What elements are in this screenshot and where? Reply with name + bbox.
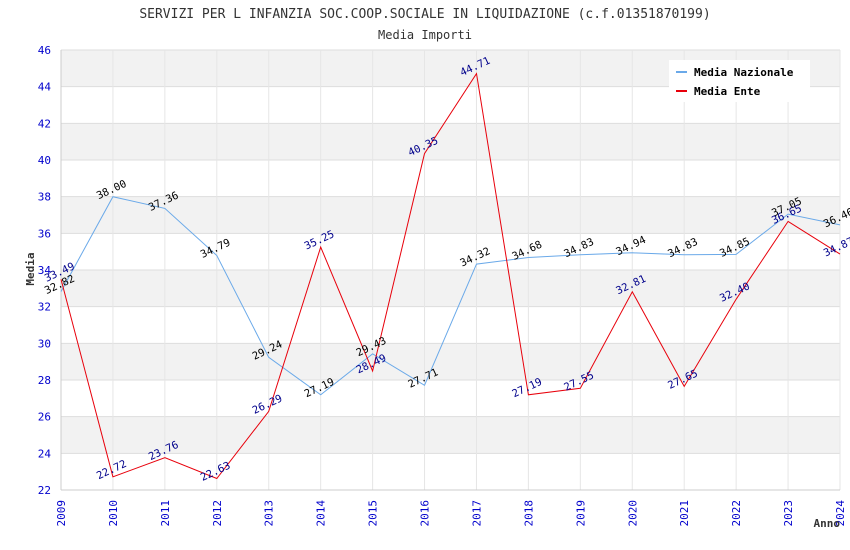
chart-subtitle: Media Importi [378,28,472,42]
x-tick-label: 2020 [626,500,639,527]
legend-label: Media Ente [694,85,761,98]
legend-label: Media Nazionale [694,66,794,79]
y-tick-label: 36 [38,227,51,240]
data-label: 22.72 [95,458,129,482]
y-tick-label: 28 [38,374,51,387]
y-tick-label: 34 [38,264,52,277]
x-tick-label: 2013 [263,500,276,527]
plot-band [61,416,840,454]
plot-band [61,343,840,380]
y-tick-label: 42 [38,117,51,130]
data-label: 34.85 [718,236,752,260]
data-label: 34.87 [822,235,850,259]
x-tick-label: 2018 [522,500,535,527]
y-tick-label: 24 [38,447,52,460]
data-label: 34.94 [614,234,648,258]
data-label: 22.63 [199,460,233,484]
x-tick-label: 2016 [419,500,432,527]
x-tick-label: 2009 [55,500,68,527]
y-tick-label: 40 [38,154,51,167]
series-line [60,72,841,480]
x-tick-label: 2014 [315,500,328,527]
x-tick-label: 2015 [367,500,380,527]
x-tick-labels: 2009 2010 2011 2012 2013 2014 2015 2016 2017 2018… [55,500,847,527]
y-tick-label: 30 [38,337,51,350]
x-tick-label: 2012 [211,500,224,527]
x-tick-label: 2023 [782,500,795,527]
chart-title: SERVIZI PER L INFANZIA SOC.COOP.SOCIALE … [139,7,710,22]
y-tick-label: 26 [38,411,51,424]
y-tick-label: 44 [38,81,52,94]
plot-band [61,123,840,160]
x-tick-label: 2021 [678,500,691,527]
plot-band [61,196,840,234]
data-label: 34.68 [510,239,544,263]
data-label: 34.83 [666,236,700,260]
x-tick-label: 2022 [730,500,743,527]
series-lines [60,72,841,480]
y-tick-label: 46 [38,44,51,57]
x-tick-label: 2019 [574,500,587,527]
x-tick-label: 2011 [159,500,172,527]
x-tick-label: 2017 [470,500,483,527]
axes [60,50,840,491]
x-tick-label: 2010 [107,500,120,527]
y-tick-label: 38 [38,191,51,204]
data-label: 34.79 [199,237,233,261]
data-label: 34.83 [562,236,596,260]
y-tick-labels: 22 24 26 28 30 32 34 36 38 40 42 44 46 [38,44,52,497]
y-tick-label: 22 [38,484,51,497]
plot-band [61,270,840,307]
legend-box [669,60,810,102]
x-tick-label: 2024 [834,500,847,527]
legend: Media Nazionale Media Ente [669,60,810,102]
series-line [60,196,841,396]
x-axis-label: Anno [814,517,841,530]
y-axis-label: Media [24,252,37,285]
y-tick-label: 32 [38,301,51,314]
